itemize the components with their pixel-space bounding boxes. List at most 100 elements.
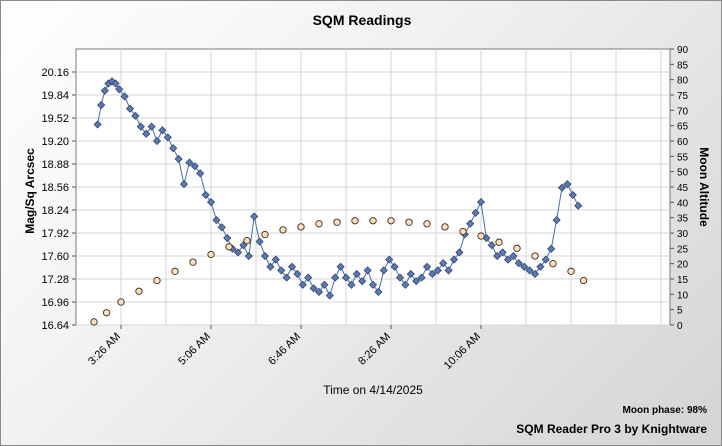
sqm-point — [179, 180, 189, 189]
y2-tick-label: 40 — [677, 198, 689, 209]
moon-altitude-series — [90, 217, 588, 326]
moon-altitude-point — [567, 267, 575, 275]
moon-altitude-point — [513, 244, 521, 252]
y-tick-label: 18.56 — [41, 182, 69, 194]
y-tick-label: 18.88 — [41, 159, 69, 171]
moon-altitude-point — [549, 260, 557, 268]
sqm-point — [158, 126, 167, 135]
sqm-point — [282, 273, 291, 282]
sqm-point — [444, 266, 453, 275]
y-tick-label: 17.28 — [41, 274, 69, 286]
right-axis-ticks: 0 5 10 15 20 25 30 35 40 45 50 55 60 65 70 75 80 85 90 — [670, 45, 689, 332]
sqm-point — [520, 262, 529, 271]
sqm-point — [293, 269, 302, 279]
sqm-point — [131, 111, 140, 120]
sqm-point — [136, 122, 145, 131]
sqm-point — [503, 255, 513, 264]
moon-altitude-point — [153, 276, 161, 285]
y2-tick-label: 85 — [677, 60, 689, 71]
sqm-point — [206, 198, 216, 207]
sqm-point — [120, 92, 129, 101]
moon-altitude-point — [579, 276, 588, 285]
y2-tick-label: 50 — [677, 168, 689, 179]
sqm-point — [152, 136, 162, 146]
sqm-point — [298, 280, 307, 289]
sqm-point — [471, 208, 480, 217]
moon-altitude-point — [315, 220, 323, 228]
y2-tick-label: 10 — [677, 290, 689, 301]
y-tick-label: 18.24 — [41, 205, 69, 217]
sqm-point — [547, 244, 556, 253]
sqm-point — [320, 280, 329, 289]
moon-altitude-point — [351, 217, 359, 225]
moon-altitude-point — [171, 267, 179, 275]
sqm-point — [374, 287, 383, 297]
sqm-point — [368, 280, 378, 289]
sqm-point — [498, 248, 507, 257]
sqm-point — [287, 262, 297, 271]
y2-tick-label: 55 — [677, 152, 689, 163]
x-tick-label: 5:06 AM — [176, 331, 213, 368]
moon-altitude-point — [117, 298, 125, 306]
y-tick-label: 19.52 — [41, 113, 69, 125]
sqm-point — [363, 266, 372, 275]
sqm-point — [190, 162, 199, 171]
sqm-point — [525, 266, 534, 275]
moon-altitude-point — [207, 250, 215, 259]
credit-label: SQM Reader Pro 3 by Knightware — [516, 422, 707, 436]
sqm-point — [255, 237, 264, 246]
y-tick-label: 19.20 — [41, 136, 69, 148]
sqm-point — [541, 255, 550, 264]
moon-altitude-point — [441, 223, 449, 231]
y-tick-label: 16.96 — [41, 297, 69, 309]
sqm-point — [163, 133, 172, 142]
y2-tick-label: 15 — [677, 275, 689, 286]
y2-tick-label: 70 — [677, 106, 689, 117]
moon-altitude-point — [387, 217, 395, 225]
y2-tick-label: 65 — [677, 122, 689, 133]
sqm-point — [250, 212, 259, 221]
sqm-point — [169, 144, 178, 153]
y2-tick-label: 80 — [677, 76, 689, 87]
sqm-point — [449, 255, 459, 264]
moon-altitude-point — [477, 232, 485, 240]
moon-altitude-point — [135, 287, 143, 295]
y-tick-label: 16.64 — [41, 320, 69, 332]
y2-axis-label: Moon Altitude — [697, 147, 711, 227]
moon-altitude-point — [405, 218, 413, 226]
chart-title: SQM Readings — [313, 12, 412, 28]
sqm-point — [201, 190, 210, 199]
moon-altitude-point — [261, 230, 269, 239]
sqm-point — [422, 262, 432, 271]
sqm-point — [401, 280, 410, 289]
sqm-point — [331, 273, 340, 282]
sqm-point — [439, 259, 448, 268]
sqm-readings-series — [93, 77, 583, 300]
moon-altitude-point — [243, 237, 251, 245]
sqm-point — [509, 251, 518, 261]
sqm-point — [455, 248, 464, 257]
sqm-point — [336, 262, 345, 271]
sqm-point — [277, 266, 286, 275]
y-tick-label: 19.84 — [41, 90, 69, 102]
moon-altitude-point — [459, 227, 467, 236]
moon-altitude-point — [102, 309, 111, 317]
sqm-point — [514, 259, 523, 268]
sqm-point — [493, 251, 502, 261]
sqm-point — [428, 269, 437, 279]
sqm-point — [314, 287, 324, 297]
sqm-point — [574, 201, 583, 210]
sqm-point — [125, 104, 135, 113]
sqm-point — [185, 158, 194, 167]
moon-altitude-point — [495, 238, 503, 246]
sqm-point — [536, 262, 545, 271]
sqm-point — [352, 269, 361, 279]
moon-altitude-point — [189, 258, 197, 266]
sqm-point — [217, 223, 226, 232]
sqm-point — [174, 154, 183, 164]
x-axis-ticks: 3:26 AM 5:06 AM 6:46 AM 8:26 AM 10:06 AM — [86, 325, 483, 372]
x-tick-label: 10:06 AM — [442, 331, 483, 372]
moon-altitude-point — [297, 223, 305, 231]
